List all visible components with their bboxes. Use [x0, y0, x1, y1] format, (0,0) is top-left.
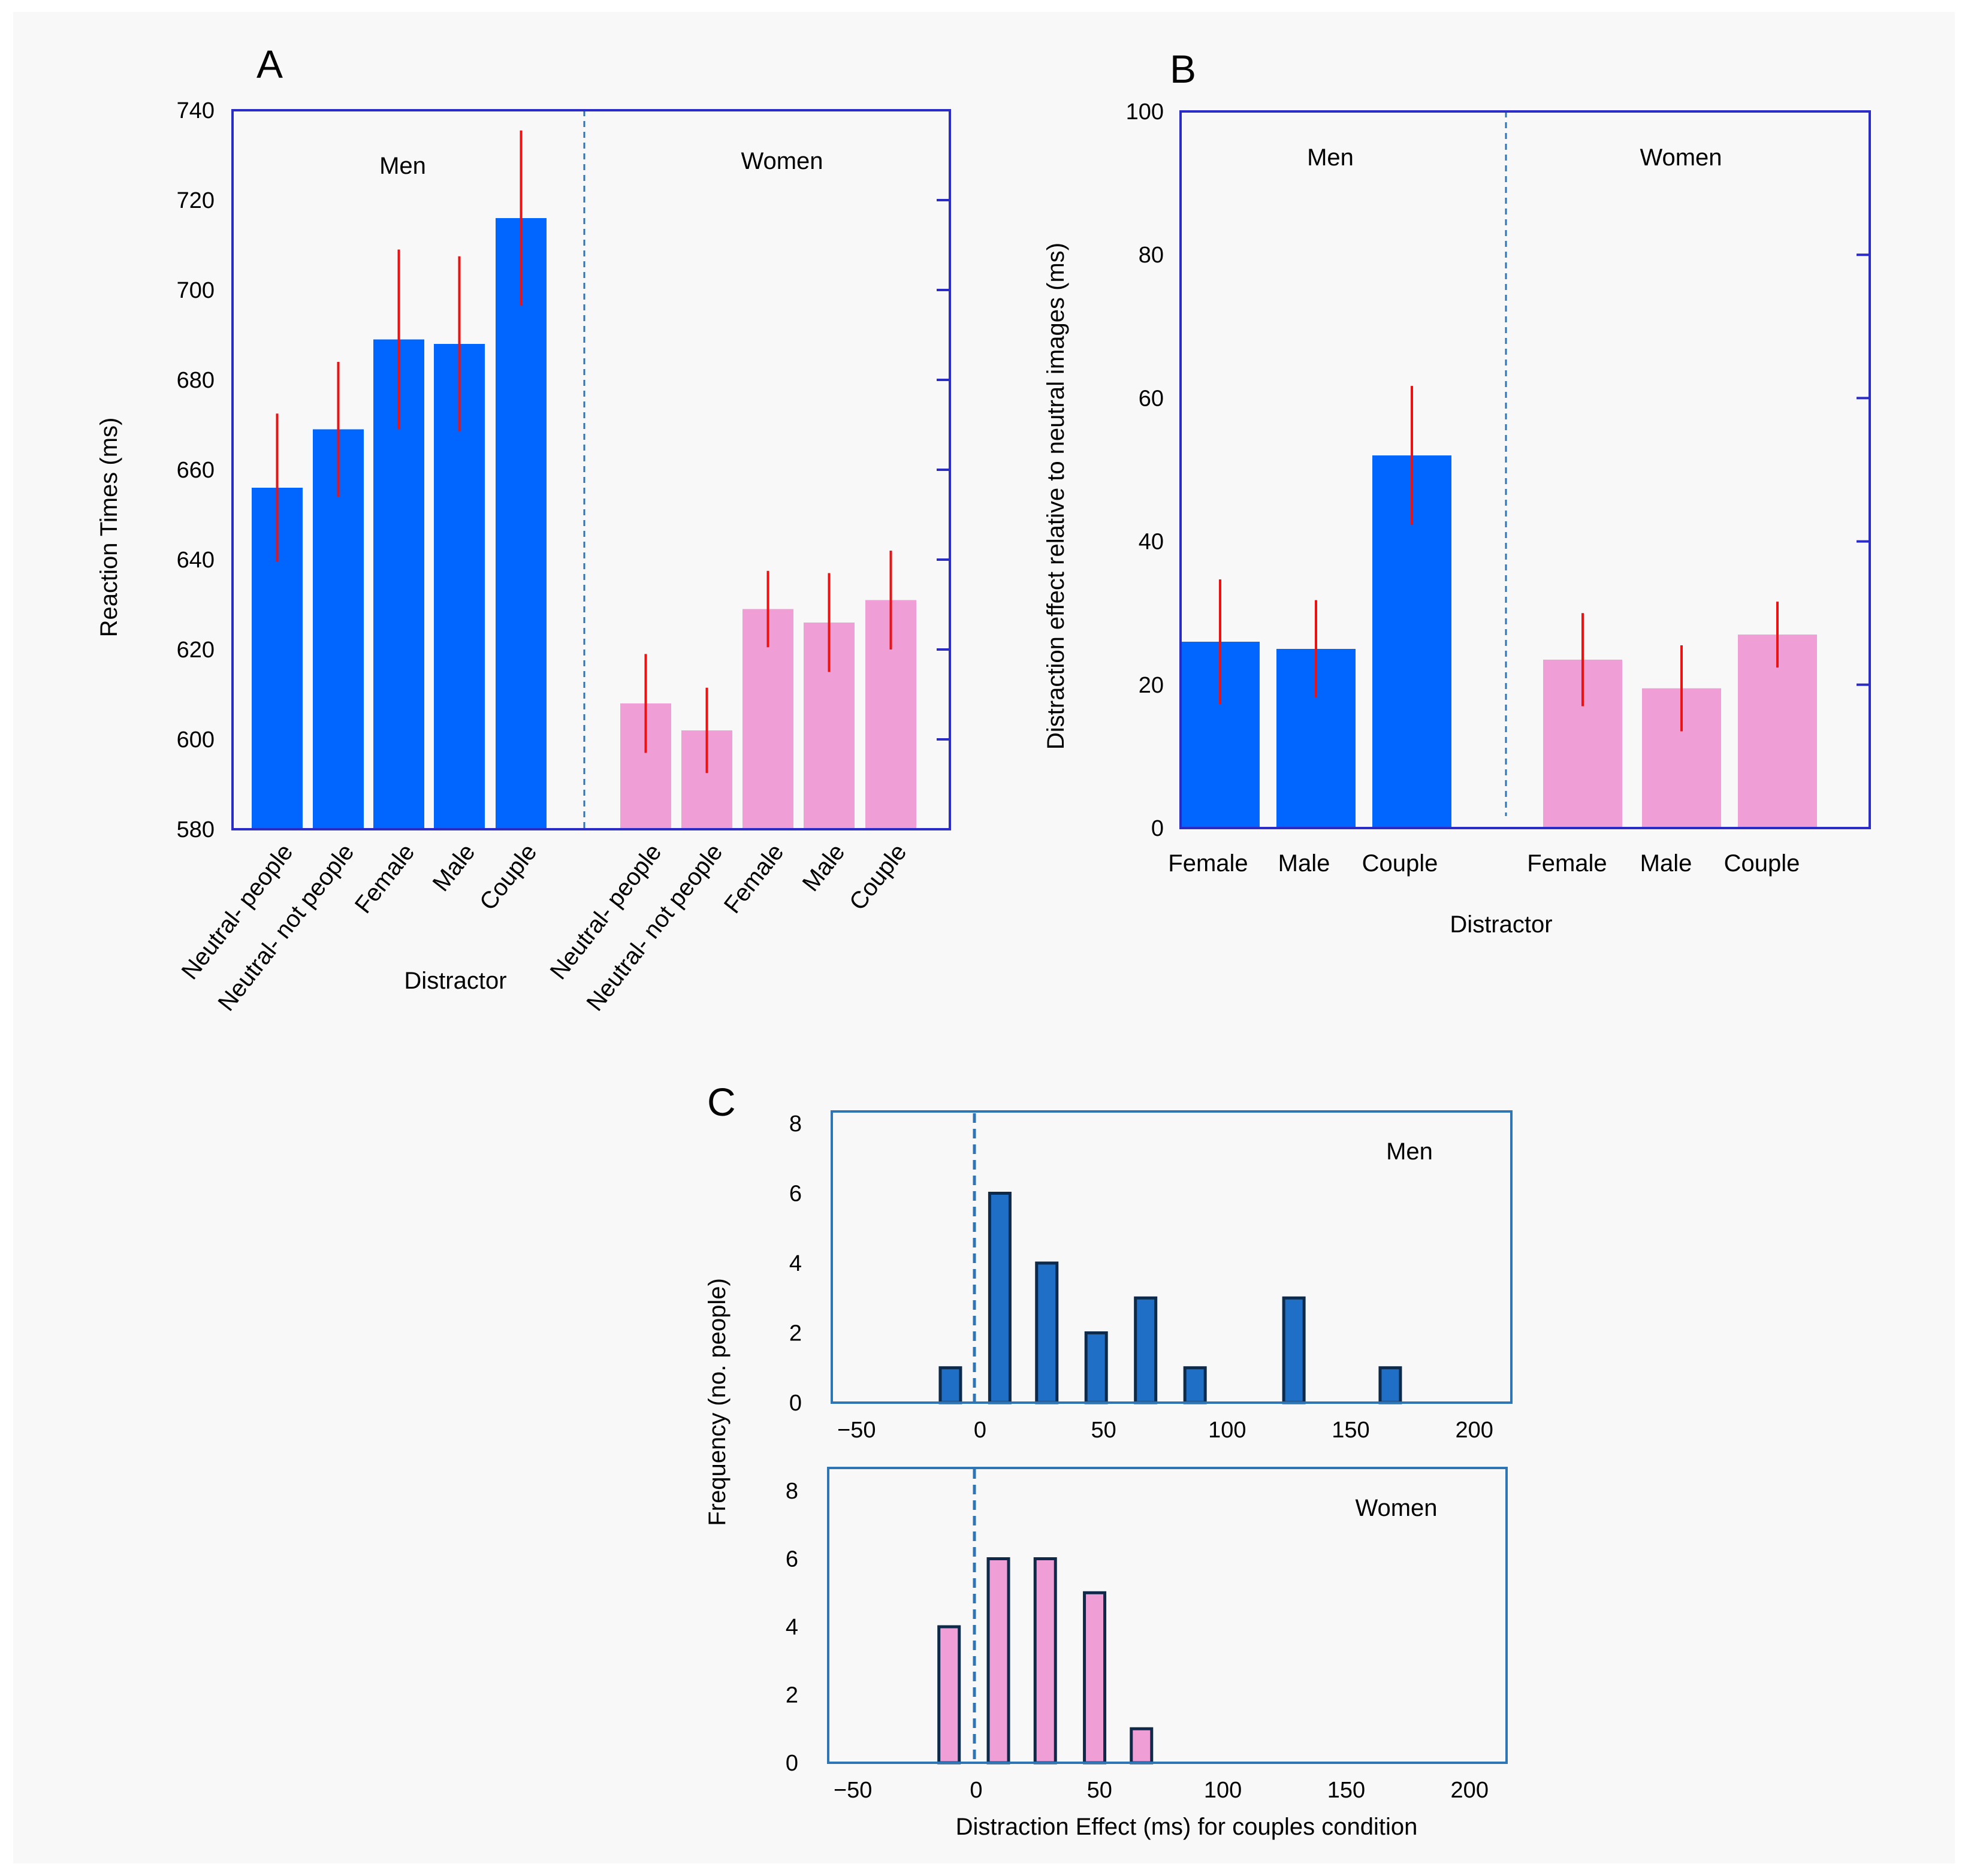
panel-a-y-axis-title: Reaction Times (ms) — [96, 418, 122, 638]
panel-b-plot-frame — [1179, 110, 1871, 829]
panel-c-men-x-tick-label: 50 — [1091, 1418, 1116, 1443]
panel-a-y-ticks: 580 600 620 640 660 680 700 720 740 — [177, 98, 950, 842]
panel-c-men-frame — [831, 1110, 1513, 1404]
panel-c-men-bar — [1183, 1366, 1207, 1404]
panel-a-group-label-men: Men — [379, 153, 426, 179]
panel-c-women-x-tick-label: 50 — [1087, 1778, 1112, 1803]
panel-c-men-x-tick-label: 0 — [974, 1418, 986, 1443]
panel-b-group-label-women: Women — [1640, 144, 1722, 171]
panel-c-women-label: Women — [1355, 1495, 1437, 1521]
panel-b-y-tick-label: 40 — [1139, 530, 1164, 555]
panel-c-men-bar — [938, 1366, 962, 1404]
panel-a-y-tick-label: 660 — [177, 458, 215, 483]
panel-c-women-y-tick-label: 4 — [786, 1615, 798, 1640]
panel-c-men-ticks: 0 2 4 6 8 −50 0 50 100 150 200 — [789, 1111, 1493, 1443]
panel-a-y-tick-label: 640 — [177, 548, 215, 573]
panel-c-men-x-tick-label: 200 — [1455, 1418, 1493, 1443]
panel-c-women-bars — [937, 1557, 1154, 1765]
panel-c-women-x-tick-label: 150 — [1327, 1778, 1365, 1803]
panel-c-men-y-tick-label: 8 — [789, 1111, 802, 1137]
panel-a-y-tick-label: 720 — [177, 188, 215, 213]
panel-c-men-bar — [988, 1192, 1012, 1404]
panel-b-category-label: Male — [1640, 850, 1692, 877]
panel-c-women-x-tick-label: 200 — [1451, 1778, 1489, 1803]
panel-b-category-label: Couple — [1724, 850, 1800, 877]
panel-c-women-y-tick-label: 8 — [786, 1479, 798, 1504]
panel-c-men-bar — [1035, 1261, 1059, 1404]
panel-b-y-tick-label: 80 — [1139, 243, 1164, 268]
panel-b-category-label: Female — [1168, 850, 1248, 877]
panel-c-men-x-tick-label: 150 — [1332, 1418, 1369, 1443]
panel-a-error-bars — [276, 130, 892, 774]
panel-a-y-tick-label: 580 — [177, 817, 215, 842]
panel-b-category-label: Male — [1278, 850, 1330, 877]
panel-c-men-y-tick-label: 4 — [789, 1251, 802, 1276]
panel-c-men-bar — [1084, 1331, 1108, 1404]
panel-c-men-bar — [1134, 1296, 1158, 1404]
panel-c-women-x-tick-label: −50 — [834, 1778, 872, 1803]
panel-b-y-axis-title: Distraction effect relative to neutral i… — [1043, 243, 1069, 750]
panel-b-category-label: Female — [1527, 850, 1607, 877]
panel-c-men-y-tick-label: 2 — [789, 1321, 802, 1346]
panel-c-men-bar — [1282, 1296, 1306, 1404]
panel-c-x-axis-title: Distraction Effect (ms) for couples cond… — [956, 1814, 1418, 1840]
panel-a-y-tick-label: 600 — [177, 727, 215, 753]
figure-background — [13, 12, 1955, 1863]
panel-c-y-axis-title: Frequency (no. people) — [704, 1278, 731, 1526]
panel-c-women-bar — [1130, 1727, 1154, 1765]
panel-c-women-ticks: 0 2 4 6 8 −50 0 50 100 150 200 — [786, 1479, 1489, 1803]
panel-b-y-tick-label: 20 — [1139, 673, 1164, 698]
panel-c-women-x-tick-label: 100 — [1204, 1778, 1242, 1803]
panel-c-men-histogram: 0 2 4 6 8 −50 0 50 100 150 200 Men — [789, 1110, 1513, 1443]
panel-c-women-y-tick-label: 2 — [786, 1683, 798, 1708]
panel-a-y-tick-label: 740 — [177, 98, 215, 123]
panel-c-men-x-tick-label: −50 — [837, 1418, 876, 1443]
panel-c-men-label: Men — [1386, 1138, 1433, 1165]
panel-b-bars — [1181, 455, 1817, 828]
panel-a-plot-frame — [231, 109, 951, 830]
panel-b-error-bars — [1219, 386, 1779, 732]
panel-c-women-bar — [1033, 1557, 1057, 1765]
panel-c-men-y-tick-label: 0 — [789, 1391, 802, 1416]
panel-c-women-bar — [986, 1557, 1010, 1765]
panel-b-y-tick-label: 60 — [1139, 386, 1164, 411]
panel-c-women-bar — [937, 1625, 961, 1765]
panel-a-y-tick-label: 620 — [177, 638, 215, 663]
panel-b-y-ticks: 0 20 40 60 80 100 — [1126, 99, 1870, 841]
panel-a-x-axis-title: Distractor — [404, 968, 506, 994]
panel-b-group-label-men: Men — [1307, 144, 1354, 171]
panel-b-category-label: Couple — [1362, 850, 1438, 877]
panel-b-letter: B — [1170, 47, 1196, 91]
panel-c-women-y-tick-label: 6 — [786, 1547, 798, 1572]
panel-c-women-histogram: 0 2 4 6 8 −50 0 50 100 150 200 Women — [786, 1467, 1508, 1803]
panel-b-y-tick-label: 0 — [1151, 816, 1164, 841]
panel-c-women-y-tick-label: 0 — [786, 1751, 798, 1776]
panel-c-men-y-tick-label: 6 — [789, 1182, 802, 1207]
panel-a-group-label-women: Women — [741, 148, 823, 174]
panel-c-men-bar — [1378, 1366, 1402, 1404]
panel-c-men-x-tick-label: 100 — [1208, 1418, 1246, 1443]
panel-b-category-labels: Female Male Couple Female Male Couple — [1168, 850, 1800, 877]
panel-c-women-x-tick-label: 0 — [970, 1778, 982, 1803]
panel-a-bar-men-couple — [496, 218, 547, 829]
panel-a-y-tick-label: 680 — [177, 368, 215, 393]
panel-a-y-tick-label: 700 — [177, 278, 215, 303]
panel-c-women-frame — [827, 1467, 1508, 1764]
panel-c-letter: C — [707, 1080, 736, 1124]
panel-b: B Distraction effect relative to neutral… — [1043, 47, 1871, 938]
panel-a-letter: A — [256, 42, 283, 86]
panel-b-y-tick-label: 100 — [1126, 99, 1164, 125]
panel-c-women-bar — [1083, 1591, 1107, 1765]
panel-b-x-axis-title: Distractor — [1450, 911, 1552, 938]
panel-c: C Frequency (no. people) Distraction Eff… — [704, 1080, 1513, 1840]
